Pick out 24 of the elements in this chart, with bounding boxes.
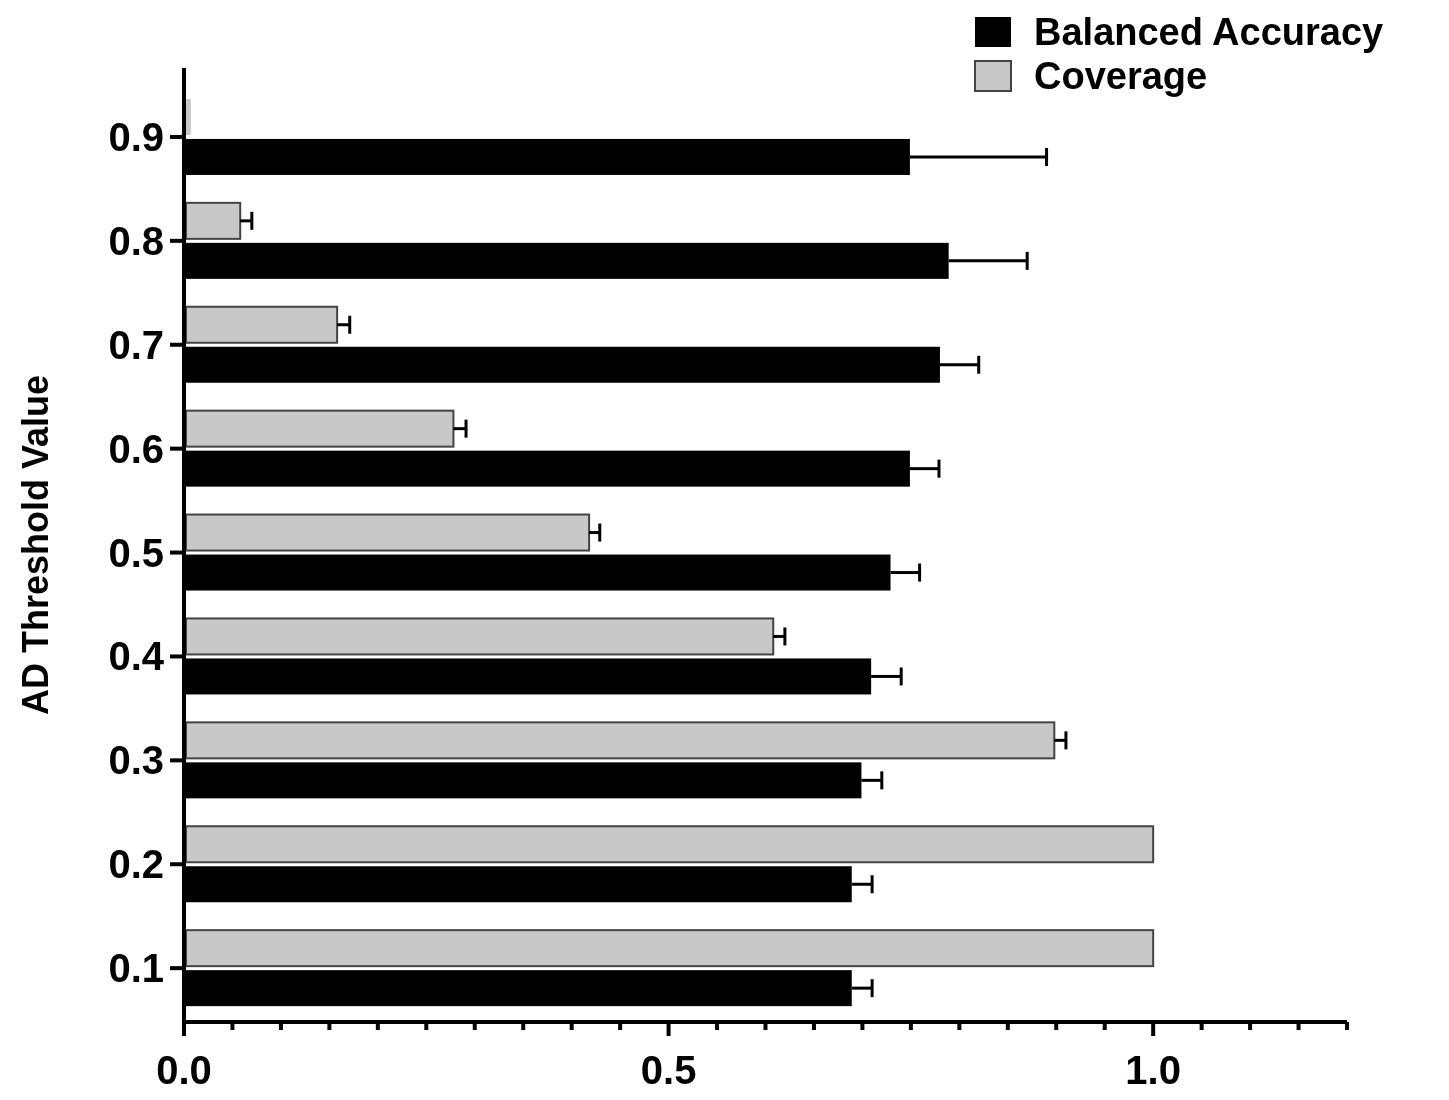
y-tick-label: 0.1 (108, 946, 164, 991)
x-tick-label: 0.0 (156, 1048, 212, 1092)
y-axis-title: AD Threshold Value (15, 374, 56, 716)
y-tick-label: 0.9 (108, 114, 164, 159)
y-tick-label: 0.3 (108, 738, 164, 783)
bar (185, 929, 1155, 968)
y-tick-label: 0.4 (108, 634, 165, 679)
bar (185, 305, 339, 344)
y-tick-label: 0.7 (108, 322, 164, 367)
legend-label: Coverage (1034, 55, 1208, 98)
y-tick-label: 0.6 (108, 426, 164, 471)
bar (185, 617, 775, 656)
bar (185, 825, 1155, 864)
x-tick-label: 0.5 (640, 1048, 697, 1092)
y-tick-label: 0.2 (108, 842, 164, 887)
bar (185, 201, 242, 240)
y-tick-label: 0.8 (108, 218, 164, 263)
y-tick-label: 0.5 (108, 530, 164, 575)
legend-label: Balanced Accuracy (1034, 11, 1384, 54)
x-tick-label: 1.0 (1125, 1048, 1181, 1092)
bar (186, 98, 191, 135)
bar (185, 721, 1056, 760)
bar (185, 513, 591, 552)
bar (185, 409, 455, 448)
